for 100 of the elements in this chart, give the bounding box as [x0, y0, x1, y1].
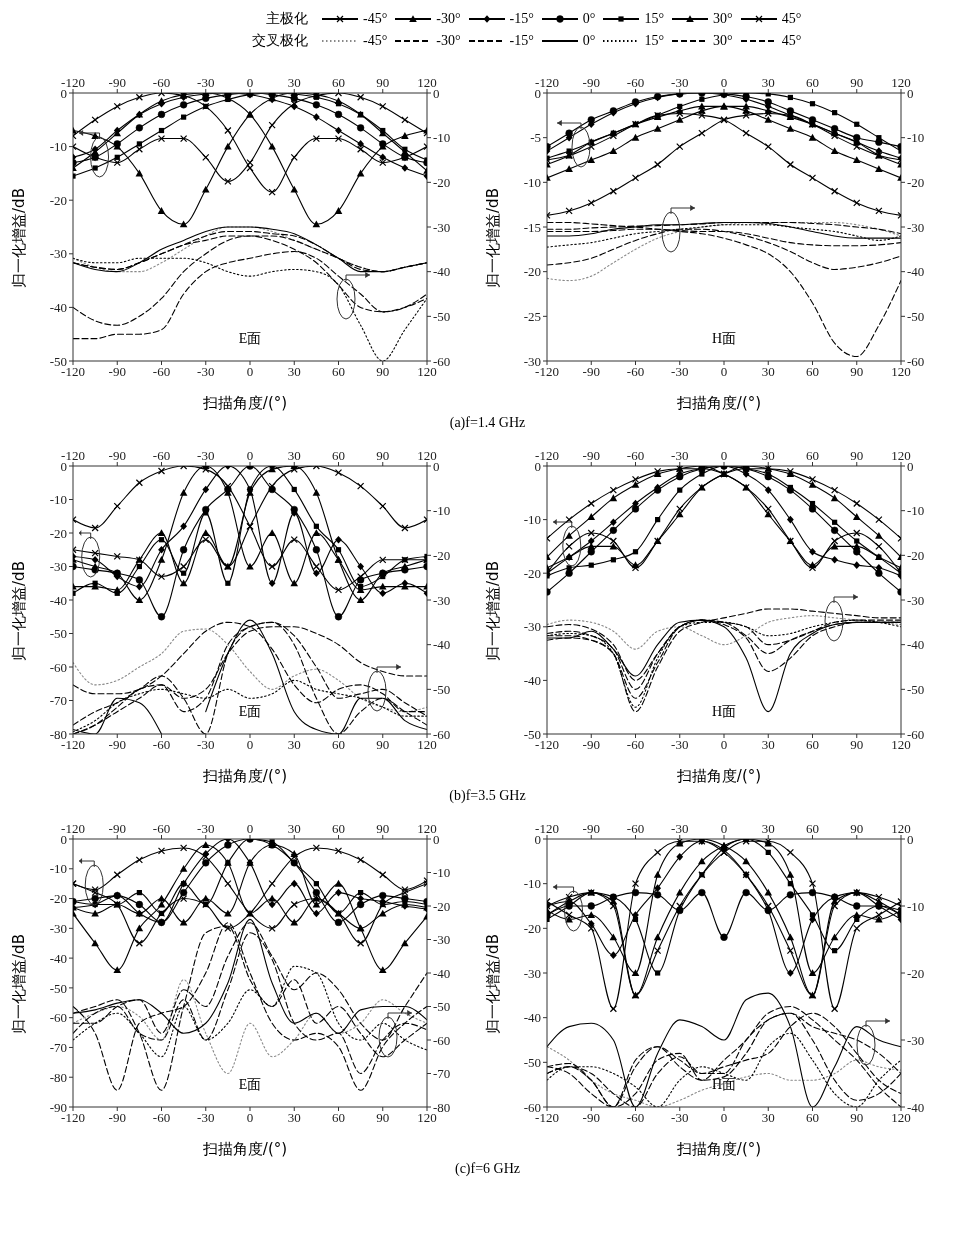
x2-tick-label: 60	[332, 364, 345, 380]
y-tick-label: -30	[523, 965, 541, 981]
legend-label: -30°	[436, 33, 461, 49]
x2-tick-label: 30	[287, 364, 301, 380]
x-tick-label: -90	[108, 75, 126, 90]
y-tick-label: -10	[49, 139, 67, 155]
x-tick-label: 60	[806, 448, 819, 463]
x2-tick-label: -90	[108, 364, 126, 380]
y-tick-label: -20	[49, 891, 67, 907]
x-tick-label: 60	[332, 821, 345, 836]
y-tick-label: -50	[49, 353, 67, 369]
x-tick-label: -60	[626, 821, 645, 836]
x2-tick-label: 60	[806, 737, 819, 753]
legend-label: 15°	[644, 33, 665, 49]
y-axis-title: 归一化增益/dB	[9, 560, 29, 661]
x2-tick-label: -60	[152, 1110, 171, 1126]
x-tick-label: 90	[850, 448, 864, 463]
x2-tick-label: -60	[626, 364, 645, 380]
x-tick-label: 30	[287, 821, 301, 836]
x-tick-label: 90	[376, 448, 390, 463]
y-tick-label: -20	[523, 264, 541, 280]
y-tick-label: -50	[523, 1054, 541, 1070]
x2-tick-label: 0	[720, 737, 728, 753]
y2-tick-label: -30	[433, 219, 451, 235]
x-axis-title: 扫描角度/(°)	[201, 767, 289, 786]
y-tick-label: -20	[523, 565, 541, 581]
x2-tick-label: -90	[582, 1110, 600, 1126]
y-tick-label: -40	[49, 950, 67, 966]
x-tick-label: -60	[626, 448, 645, 463]
x2-tick-label: 30	[287, 737, 301, 753]
x2-tick-label: 30	[761, 364, 775, 380]
y-tick-label: -10	[523, 876, 541, 892]
x-tick-label: -30	[671, 448, 689, 463]
x-tick-label: 0	[246, 75, 254, 90]
x-tick-label: 120	[417, 821, 437, 836]
x2-tick-label: 0	[246, 737, 254, 753]
y2-tick-label: -20	[907, 965, 925, 981]
y2-tick-label: -50	[907, 681, 925, 697]
x2-tick-label: 0	[720, 364, 728, 380]
legend-label: 30°	[713, 33, 733, 49]
x2-tick-label: 60	[806, 1110, 819, 1126]
legend-label: 0°	[582, 11, 596, 27]
x2-tick-label: -30	[197, 364, 215, 380]
x2-tick-label: 60	[332, 737, 345, 753]
y-axis-title: 归一化增益/dB	[483, 933, 503, 1034]
y2-tick-label: -20	[433, 898, 451, 914]
x-tick-label: 30	[287, 448, 301, 463]
y-tick-label: -30	[49, 920, 67, 936]
x2-tick-label: 90	[850, 1110, 864, 1126]
y2-tick-label: -20	[907, 174, 925, 190]
x2-tick-label: 90	[376, 737, 390, 753]
x-tick-label: -90	[582, 75, 600, 90]
x2-tick-label: 60	[332, 1110, 345, 1126]
x2-tick-label: 60	[806, 364, 819, 380]
x-tick-label: 120	[891, 75, 911, 90]
x2-tick-label: -90	[582, 364, 600, 380]
text: (c)f=6 GHz	[454, 1161, 521, 1176]
legend-label: -15°	[509, 33, 534, 49]
y-tick-label: -60	[523, 1099, 541, 1115]
legend-title: 交叉极化	[251, 32, 308, 50]
legend-label: -45°	[363, 11, 388, 27]
y-axis-title: 归一化增益/dB	[483, 560, 503, 661]
legend-label: 15°	[644, 11, 665, 27]
x2-tick-label: 90	[850, 737, 864, 753]
x-tick-label: -60	[152, 821, 171, 836]
x-tick-label: 30	[761, 821, 775, 836]
x-axis-title: 扫描角度/(°)	[675, 767, 763, 786]
annotation: H面	[711, 1076, 737, 1092]
legend-label: 45°	[781, 11, 802, 27]
y2-tick-label: -40	[433, 637, 451, 653]
x2-tick-label: -60	[152, 737, 171, 753]
x2-tick-label: -30	[671, 737, 689, 753]
annotation: E面	[238, 330, 262, 346]
y-tick-label: -20	[523, 920, 541, 936]
y2-tick-label: -50	[433, 308, 451, 324]
x2-tick-label: 0	[246, 1110, 254, 1126]
y2-tick-label: -50	[433, 681, 451, 697]
legend-label: -15°	[509, 11, 534, 27]
y2-tick-label: -20	[907, 547, 925, 563]
y-tick-label: -40	[49, 592, 67, 608]
y2-tick-label: -10	[907, 503, 925, 519]
x2-tick-label: 90	[376, 1110, 390, 1126]
x2-tick-label: -60	[626, 1110, 645, 1126]
y-tick-label: -70	[49, 1040, 67, 1056]
x-tick-label: -30	[671, 821, 689, 836]
y-tick-label: -30	[523, 353, 541, 369]
x2-tick-label: 30	[761, 737, 775, 753]
y-tick-label: -30	[523, 619, 541, 635]
y-tick-label: -80	[49, 726, 67, 742]
legend-title: 主极化	[265, 10, 308, 28]
y-tick-label: -90	[49, 1099, 67, 1115]
x-tick-label: 60	[332, 75, 345, 90]
x2-tick-label: 30	[761, 1110, 775, 1126]
y-tick-label: -5	[530, 130, 541, 146]
y-tick-label: -50	[49, 626, 67, 642]
y-tick-label: -20	[49, 525, 67, 541]
legend-label: -45°	[363, 33, 388, 49]
x-tick-label: 90	[376, 75, 390, 90]
x2-tick-label: 90	[376, 364, 390, 380]
y2-tick-label: -40	[433, 264, 451, 280]
